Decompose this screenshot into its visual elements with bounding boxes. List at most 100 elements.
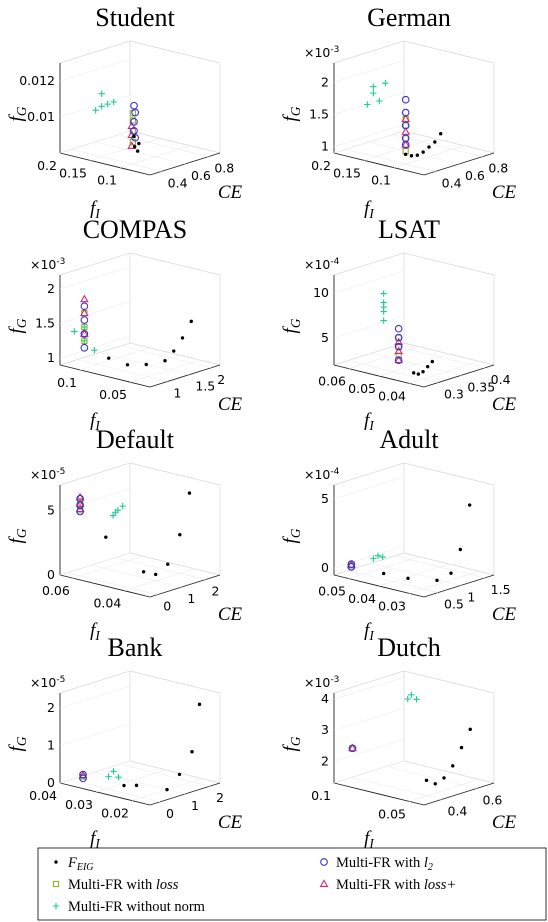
exp-power: -4 — [330, 467, 339, 477]
box-edge — [59, 252, 131, 276]
legend-name: Multi-FR with — [336, 855, 424, 871]
point — [132, 145, 137, 149]
box-edge — [403, 670, 495, 694]
point — [91, 346, 98, 354]
y-tick-label: 0.04 — [378, 388, 406, 403]
y-tick-label: 0.2 — [311, 158, 331, 173]
box-edge — [129, 40, 221, 64]
box-edge — [59, 462, 131, 486]
z-axis-label: fG — [6, 106, 29, 121]
x-tick-label: 2 — [212, 584, 220, 599]
y-tick-label: 0.1 — [371, 173, 391, 188]
box-edge — [129, 252, 221, 276]
point — [406, 576, 410, 581]
box-edge — [333, 552, 405, 576]
point — [427, 145, 431, 149]
z-tick-label: 1.5 — [309, 106, 329, 121]
grid-line — [71, 149, 162, 172]
grid-line — [333, 124, 405, 147]
y-axis-label: fI — [90, 198, 100, 221]
point — [130, 118, 138, 126]
point — [80, 343, 89, 352]
x-tick-label: 0.6 — [483, 793, 503, 808]
legend-label: Multi-FR with loss+ — [336, 877, 456, 893]
point — [394, 355, 404, 364]
label-sub: I — [368, 628, 374, 643]
point — [131, 133, 140, 142]
label-main: f — [90, 828, 98, 849]
y-axis-label: fI — [90, 828, 100, 851]
point — [403, 152, 408, 157]
z-tick-label: 0.01 — [27, 109, 55, 124]
legend-name: F — [67, 855, 77, 871]
grid-line — [119, 145, 191, 168]
exp-base: ×10 — [30, 257, 56, 272]
x-tick-label: 1 — [174, 386, 182, 401]
exp-power: -5 — [56, 675, 65, 685]
y-tick-label: 0.06 — [318, 374, 346, 389]
grid-line — [408, 361, 480, 384]
y-tick-label: 0.05 — [99, 387, 127, 402]
point — [424, 778, 429, 783]
x-axis — [423, 782, 495, 806]
z-exponent: ×10-4 — [304, 467, 340, 482]
point — [347, 563, 356, 571]
x-tick-label: 1.5 — [195, 379, 215, 394]
grid-line — [333, 92, 405, 115]
x-tick-label: 0.6 — [191, 168, 211, 183]
grid-line — [368, 141, 460, 165]
box-edge — [59, 40, 131, 64]
label-sub: G — [14, 106, 29, 116]
point — [79, 774, 87, 783]
x-tick-label: 0 — [166, 806, 174, 821]
legend-marker — [54, 860, 58, 864]
y-tick-label: 0.05 — [348, 381, 376, 396]
label-sub: I — [94, 628, 100, 643]
point — [80, 316, 89, 324]
point — [370, 83, 377, 90]
legend-marker — [52, 880, 60, 888]
legend-box — [37, 847, 547, 921]
legend-label: Multi-FR without norm — [68, 899, 206, 915]
point — [115, 774, 122, 781]
grid-line — [59, 94, 131, 118]
point — [144, 362, 148, 367]
grid-line — [94, 771, 186, 795]
z-tick-label: 4 — [321, 691, 329, 706]
point — [421, 370, 425, 374]
y-tick-label: 0.04 — [93, 596, 121, 611]
box-edge — [129, 760, 221, 784]
box-edge — [403, 252, 495, 276]
point — [409, 154, 414, 158]
point — [421, 150, 425, 154]
z-tick-label: 0.012 — [19, 73, 55, 88]
label-sub: I — [368, 418, 374, 433]
point — [370, 555, 377, 562]
y-tick-label: 0.04 — [29, 788, 57, 803]
legend-sub: EIG — [76, 862, 94, 873]
point — [110, 768, 117, 775]
point — [130, 101, 138, 110]
y-tick-label: 0.2 — [37, 158, 57, 173]
point — [112, 509, 119, 516]
x-tick-label: 0.35 — [467, 379, 495, 394]
label-main: f — [364, 828, 372, 849]
y-tick-label: 0.1 — [57, 375, 77, 390]
grid-line — [59, 685, 131, 709]
z-axis-label: fG — [280, 528, 303, 543]
point — [110, 98, 117, 106]
z-exponent: ×10-5 — [30, 675, 65, 690]
point — [451, 764, 455, 768]
grid-line — [121, 345, 212, 369]
point — [401, 139, 411, 148]
point — [364, 101, 371, 108]
grid-line — [378, 353, 450, 377]
exp-base: ×10 — [30, 675, 56, 690]
z-exponent: ×10-4 — [304, 257, 340, 272]
point — [401, 127, 411, 135]
point — [401, 114, 411, 122]
point — [79, 770, 87, 779]
y-tick-label: 0.05 — [318, 584, 346, 599]
point — [104, 100, 111, 108]
point — [394, 337, 404, 346]
